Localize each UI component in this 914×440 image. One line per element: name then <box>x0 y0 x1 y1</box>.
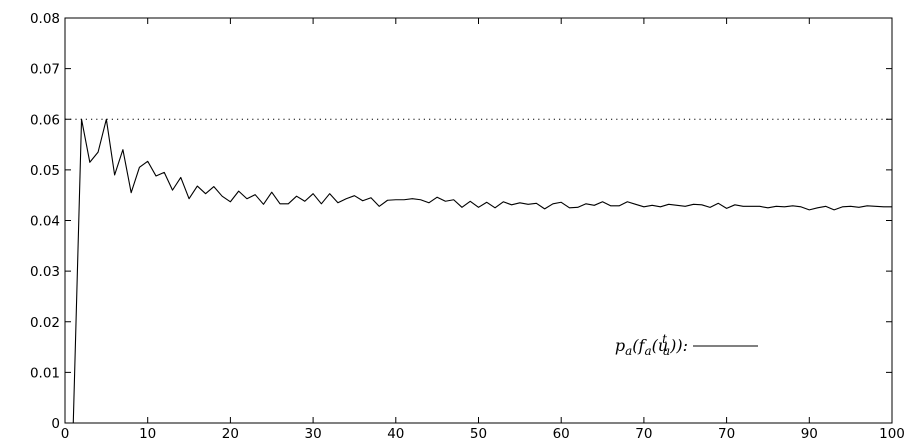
y-tick-label: 0.02 <box>30 315 60 331</box>
y-tick-label: 0.05 <box>30 163 60 179</box>
axes-frame <box>64 17 893 424</box>
x-tick-label: 50 <box>470 426 487 440</box>
y-tick-label: 0.03 <box>30 264 60 280</box>
legend: pa(fa(ut a)): <box>615 332 758 358</box>
y-tick-label: 0.01 <box>30 365 60 381</box>
legend-label-p-a: pa(fa(ut a)): <box>615 332 688 358</box>
series-line-p-a <box>72 118 892 424</box>
x-tick-label: 60 <box>553 426 570 440</box>
x-tick-label: 20 <box>222 426 239 440</box>
y-tick-label: 0.07 <box>30 62 60 78</box>
y-tick-label: 0.06 <box>30 112 60 128</box>
x-tick-label: 0 <box>61 426 70 440</box>
x-tick-label: 70 <box>718 426 735 440</box>
x-tick-label: 90 <box>801 426 818 440</box>
plot-area: 0 10 20 30 40 50 60 70 70 90 100 0 0.01 0.02 0.03 0.04 0… <box>30 11 905 440</box>
x-tick-label: 30 <box>305 426 322 440</box>
y-tick-label: 0 <box>51 416 60 432</box>
y-tick-label: 0.04 <box>30 214 60 230</box>
x-tick-label: 100 <box>879 426 905 440</box>
x-tick-label: 70 <box>635 426 652 440</box>
x-tick-label: 10 <box>139 426 156 440</box>
y-tick-label: 0.08 <box>30 11 60 27</box>
x-tick-label: 40 <box>387 426 404 440</box>
